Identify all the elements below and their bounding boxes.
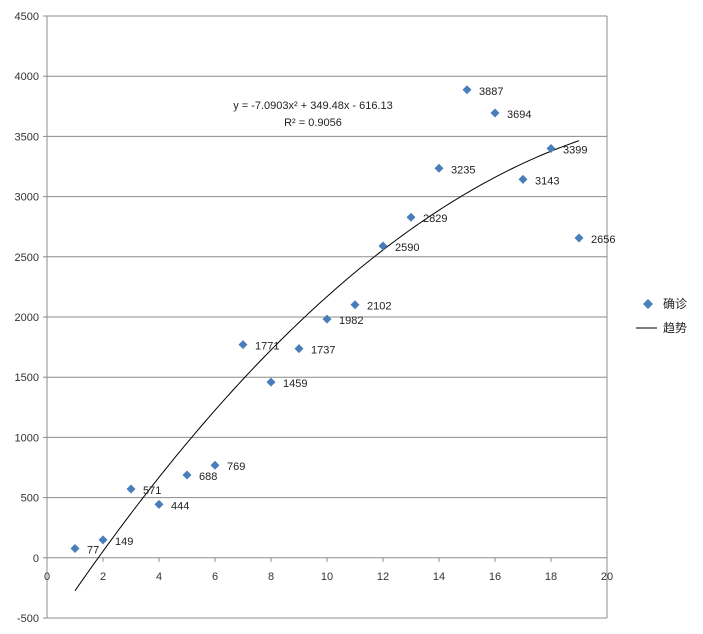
y-tick-label: 0 <box>33 553 39 565</box>
y-tick-label: 1000 <box>15 432 39 444</box>
data-label: 2102 <box>367 301 391 313</box>
trendline-curve <box>74 140 580 592</box>
data-point <box>434 163 444 173</box>
data-point <box>322 314 332 324</box>
x-tick-label: 18 <box>545 571 557 583</box>
data-label: 571 <box>143 485 161 497</box>
trendline-layer <box>74 140 580 592</box>
data-point <box>350 300 360 310</box>
x-tick-label: 10 <box>321 571 333 583</box>
data-label: 3399 <box>563 145 587 157</box>
y-tick-label: 2000 <box>15 312 39 324</box>
data-point <box>238 340 248 350</box>
data-label: 769 <box>227 461 245 473</box>
axes: -500 0 500 1000 1500 2000 2500 3000 3500 4000 4500… <box>15 11 614 625</box>
data-point <box>406 212 416 222</box>
data-point <box>126 484 136 494</box>
data-point <box>266 377 276 387</box>
legend-marker-confirmed <box>643 299 653 309</box>
data-point <box>210 460 220 470</box>
data-label: 1459 <box>283 378 307 390</box>
y-tick-label: -500 <box>17 613 39 625</box>
y-tick-label: 3500 <box>15 131 39 143</box>
legend: 确诊 趋势 <box>636 297 687 335</box>
data-label: 77 <box>87 545 99 557</box>
data-point <box>70 544 80 554</box>
y-tick-label: 4000 <box>15 71 39 83</box>
data-point <box>546 144 556 154</box>
x-tick-label: 4 <box>156 571 162 583</box>
x-tick-label: 8 <box>268 571 274 583</box>
data-point <box>182 470 192 480</box>
data-point <box>294 344 304 354</box>
data-point <box>378 241 388 251</box>
x-tick-label: 16 <box>489 571 501 583</box>
y-tick-label: 4500 <box>15 11 39 23</box>
data-point <box>154 499 164 509</box>
y-tick-label: 3000 <box>15 192 39 204</box>
data-point <box>490 108 500 118</box>
data-label: 149 <box>115 536 133 548</box>
legend-label-trend: 趋势 <box>663 321 687 335</box>
x-tick-label: 2 <box>100 571 106 583</box>
x-tick-label: 14 <box>433 571 445 583</box>
y-tick-label: 2500 <box>15 252 39 264</box>
data-point <box>518 174 528 184</box>
x-tick-label: 0 <box>44 571 50 583</box>
data-label: 2590 <box>395 242 419 254</box>
data-point <box>574 233 584 243</box>
legend-label-confirmed: 确诊 <box>663 297 687 311</box>
data-point <box>462 85 472 95</box>
data-label: 3143 <box>535 175 559 187</box>
data-label: 3694 <box>507 109 531 121</box>
data-labels: 77 149 571 444 688 769 1771 1459 1737 1982 2102 259… <box>87 86 615 557</box>
data-label: 444 <box>171 500 189 512</box>
data-label: 3887 <box>479 86 503 98</box>
data-point <box>98 535 108 545</box>
data-points <box>70 85 584 554</box>
data-label: 1771 <box>255 341 279 353</box>
trendline-equation: y = -7.0903x² + 349.48x - 616.13 <box>233 100 393 112</box>
data-label: 3235 <box>451 164 475 176</box>
x-tick-label: 12 <box>377 571 389 583</box>
y-tick-label: 1500 <box>15 372 39 384</box>
data-label: 2829 <box>423 213 447 225</box>
y-tick-label: 500 <box>21 493 39 505</box>
data-label: 688 <box>199 471 217 483</box>
x-tick-label: 6 <box>212 571 218 583</box>
data-label: 2656 <box>591 234 615 246</box>
data-label: 1737 <box>311 345 335 357</box>
data-label: 1982 <box>339 315 363 327</box>
trendline-r-squared: R² = 0.9056 <box>284 117 342 129</box>
x-tick-label: 20 <box>601 571 613 583</box>
